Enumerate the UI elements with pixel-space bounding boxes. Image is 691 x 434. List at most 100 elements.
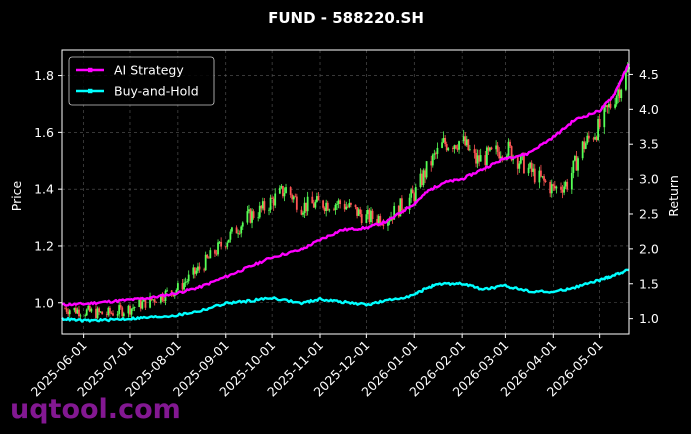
- candle-body: [224, 246, 227, 248]
- candle-body: [328, 209, 331, 211]
- candle-body: [433, 153, 436, 155]
- candle-body: [523, 154, 525, 174]
- candle-body: [166, 290, 168, 292]
- candle-body: [382, 224, 385, 226]
- candle-body: [485, 147, 488, 166]
- candle-body: [206, 254, 209, 258]
- candle-body: [422, 170, 425, 186]
- candle-body: [625, 71, 627, 90]
- candle-body: [496, 145, 499, 152]
- right-tick-label: 3.0: [639, 172, 659, 187]
- candle-body: [572, 160, 575, 173]
- left-tick-label: 1.6: [34, 125, 54, 140]
- candle-body: [516, 156, 519, 169]
- candle-body: [334, 204, 337, 211]
- right-tick-label: 4.5: [639, 67, 659, 82]
- candle-body: [604, 105, 607, 107]
- candle-body: [594, 137, 596, 140]
- candle-body: [88, 305, 91, 312]
- candle-body: [399, 198, 402, 217]
- candle-body: [336, 204, 338, 205]
- candle-body: [152, 299, 155, 301]
- candle-body: [257, 217, 260, 219]
- candle-body: [65, 308, 68, 312]
- candle-body: [226, 242, 229, 247]
- candle-body: [421, 173, 423, 186]
- candle-body: [467, 139, 470, 151]
- candle-body: [495, 145, 498, 150]
- candle-body: [198, 266, 201, 270]
- candle-body: [326, 202, 329, 211]
- candle-body: [323, 207, 326, 212]
- candle-body: [246, 211, 249, 223]
- candle-body: [122, 313, 125, 317]
- right-tick-label: 4.0: [639, 102, 659, 117]
- candle-body: [121, 307, 124, 317]
- candle-body: [425, 161, 428, 178]
- candle-body: [583, 141, 586, 149]
- left-tick-label: 1.2: [34, 238, 54, 253]
- candle-body: [343, 203, 346, 210]
- candle-body: [186, 281, 189, 283]
- candle-body: [618, 89, 621, 98]
- candle-body: [606, 105, 609, 108]
- candle-body: [285, 187, 287, 194]
- candle-body: [529, 162, 532, 168]
- candle-body: [108, 307, 111, 314]
- candle-body: [360, 214, 363, 223]
- candle-body: [220, 241, 223, 247]
- candle-body: [465, 139, 468, 146]
- candle-body: [346, 206, 349, 208]
- candle-body: [379, 216, 382, 225]
- candle-body: [132, 307, 134, 309]
- candle-body: [118, 305, 121, 315]
- candle-body: [235, 227, 238, 234]
- candle-body: [575, 156, 578, 171]
- candle-body: [413, 193, 416, 202]
- left-axis-label: Price: [9, 180, 24, 211]
- candle-body: [217, 242, 219, 255]
- candle-body: [549, 181, 552, 194]
- candle-body: [530, 162, 533, 172]
- candle-body: [408, 197, 411, 210]
- candle-body: [376, 218, 379, 224]
- candle-body: [294, 196, 297, 198]
- candle-body: [456, 148, 459, 150]
- candle-body: [289, 187, 292, 195]
- candle-body: [303, 202, 306, 214]
- candle-body: [484, 155, 487, 166]
- legend: AI Strategy Buy-and-Hold: [68, 56, 215, 106]
- candle-body: [96, 308, 99, 319]
- candle-body: [291, 194, 294, 200]
- candle-body: [444, 137, 447, 145]
- candle-body: [269, 197, 272, 210]
- candle-body: [87, 305, 90, 310]
- candle-body: [195, 270, 198, 274]
- candle-body: [350, 203, 352, 205]
- candle-body: [240, 226, 243, 234]
- candle-body: [367, 209, 369, 215]
- series-line-buy-and-hold: [61, 268, 630, 323]
- candle-body: [354, 204, 357, 208]
- candle-body: [241, 222, 244, 227]
- candle-body: [325, 202, 328, 212]
- candle-body: [64, 308, 66, 310]
- candle-body: [490, 147, 493, 150]
- candle-body: [260, 205, 263, 209]
- candle-body: [274, 193, 277, 206]
- candle-body: [560, 186, 562, 190]
- candle-body: [359, 209, 362, 215]
- candle-body: [207, 257, 210, 259]
- candle-body: [584, 143, 587, 149]
- candle-body: [339, 200, 341, 204]
- candle-body: [614, 104, 616, 108]
- candle-body: [159, 294, 162, 303]
- legend-marker: [88, 88, 93, 94]
- candle-body: [553, 185, 556, 189]
- candle-body: [574, 156, 576, 161]
- candle-body: [570, 172, 573, 190]
- candle-body: [197, 266, 199, 271]
- candle-body: [393, 205, 396, 220]
- candle-body: [312, 203, 315, 208]
- candle-body: [447, 148, 450, 151]
